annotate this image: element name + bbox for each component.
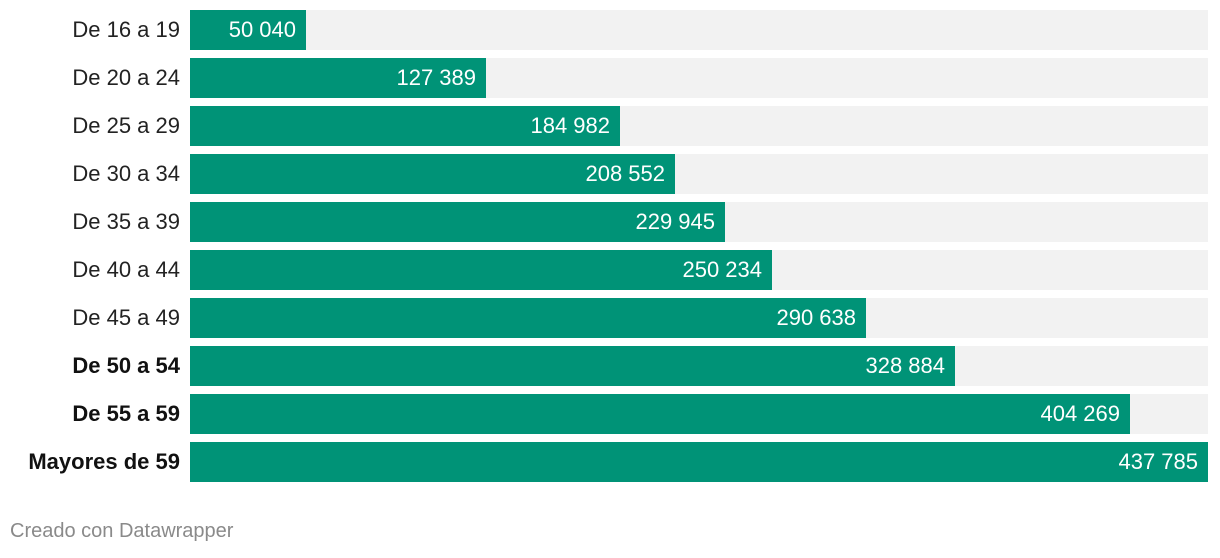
bar-track: 127 389 — [190, 58, 1208, 98]
bar-row: Mayores de 59 437 785 — [0, 442, 1220, 482]
value-label: 290 638 — [776, 305, 856, 330]
bar-track: 250 234 — [190, 250, 1208, 290]
category-label: De 55 a 59 — [72, 401, 180, 426]
value-label: 184 982 — [530, 113, 610, 138]
bar: 208 552 — [190, 154, 675, 194]
bar: 290 638 — [190, 298, 866, 338]
value-label: 404 269 — [1040, 401, 1120, 426]
value-label: 328 884 — [865, 353, 945, 378]
category-label: De 45 a 49 — [72, 305, 180, 330]
bar-row: De 35 a 39 229 945 — [0, 202, 1220, 242]
category-label: De 40 a 44 — [72, 257, 180, 282]
bar-row: De 16 a 19 50 040 — [0, 10, 1220, 50]
bar: 127 389 — [190, 58, 486, 98]
bar-track: 437 785 — [190, 442, 1208, 482]
bar-track: 328 884 — [190, 346, 1208, 386]
category-label: De 25 a 29 — [72, 113, 180, 138]
category-label: De 30 a 34 — [72, 161, 180, 186]
value-label: 250 234 — [682, 257, 762, 282]
category-label: De 50 a 54 — [72, 353, 180, 378]
bar: 404 269 — [190, 394, 1130, 434]
value-label: 208 552 — [585, 161, 665, 186]
bar-row: De 40 a 44 250 234 — [0, 250, 1220, 290]
category-label: De 20 a 24 — [72, 65, 180, 90]
bar: 437 785 — [190, 442, 1208, 482]
value-label: 437 785 — [1118, 449, 1198, 474]
bar: 184 982 — [190, 106, 620, 146]
value-label: 127 389 — [396, 65, 476, 90]
value-label: 229 945 — [635, 209, 715, 234]
bar-chart: De 16 a 19 50 040 De 20 a 24 127 389 De 25 a… — [0, 10, 1220, 482]
bar: 250 234 — [190, 250, 772, 290]
value-label: 50 040 — [228, 17, 296, 42]
bar-row: De 55 a 59 404 269 — [0, 394, 1220, 434]
category-label: De 35 a 39 — [72, 209, 180, 234]
category-label: De 16 a 19 — [72, 17, 180, 42]
bar-track: 290 638 — [190, 298, 1208, 338]
bar-row: De 25 a 29 184 982 — [0, 106, 1220, 146]
bar-row: De 30 a 34 208 552 — [0, 154, 1220, 194]
category-label: Mayores de 59 — [28, 449, 180, 474]
bar: 50 040 — [190, 10, 306, 50]
bar-row: De 20 a 24 127 389 — [0, 58, 1220, 98]
bar-track: 184 982 — [190, 106, 1208, 146]
bar-track: 208 552 — [190, 154, 1208, 194]
bar-row: De 45 a 49 290 638 — [0, 298, 1220, 338]
bar-row: De 50 a 54 328 884 — [0, 346, 1220, 386]
bar-track: 229 945 — [190, 202, 1208, 242]
credit-text: Creado con Datawrapper — [10, 520, 234, 542]
bar: 229 945 — [190, 202, 725, 242]
bar-track: 50 040 — [190, 10, 1208, 50]
bar-track: 404 269 — [190, 394, 1208, 434]
bar: 328 884 — [190, 346, 955, 386]
